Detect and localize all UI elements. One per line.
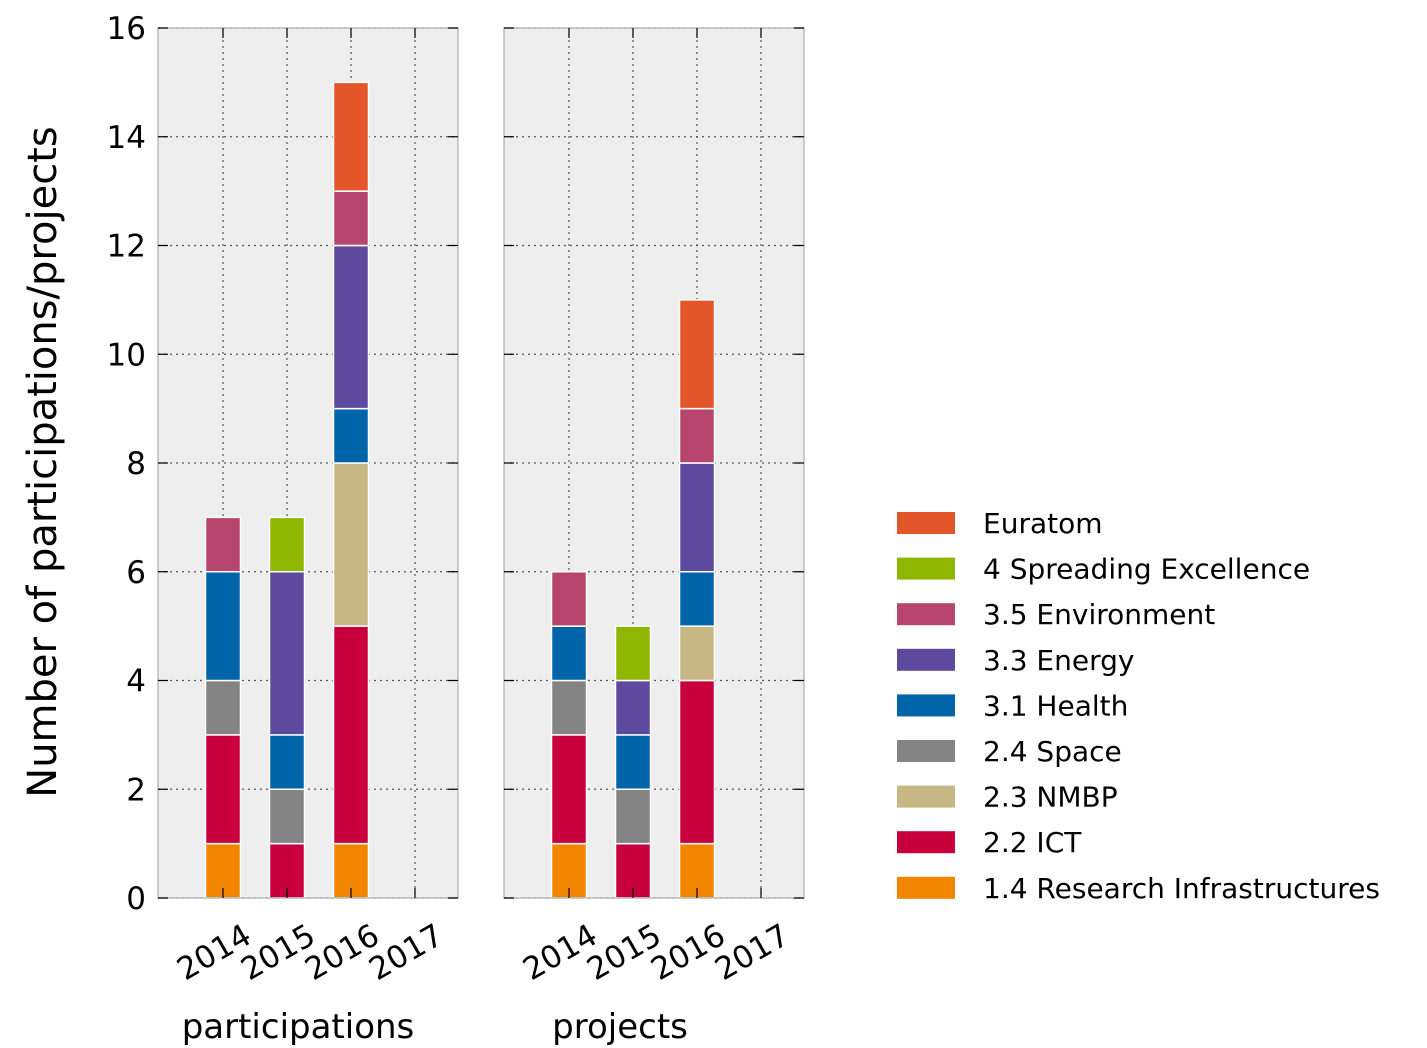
bar-segment-2014-6 [204, 516, 242, 573]
bar-segment-2015-7 [268, 516, 306, 573]
legend-swatch [897, 603, 955, 626]
x-axis-label-0: participations [182, 1007, 415, 1047]
legend-swatch [897, 831, 955, 854]
bar-segment-2015-3 [614, 788, 652, 845]
legend-label: 2.2 ICT [983, 826, 1082, 859]
bar-segment-2015-4 [268, 734, 306, 790]
x-axis-label-1: projects [552, 1007, 688, 1047]
legend: Euratom 4 Spreading Excellence 3.5 Environ… [897, 507, 1380, 905]
bar-segment-2016-6 [678, 407, 716, 464]
bar-segment-2016-2 [332, 462, 370, 627]
y-tick-label: 2 [126, 772, 146, 808]
y-tick-label: 10 [107, 337, 146, 373]
y-tick-label: 14 [107, 120, 146, 156]
y-tick-label: 8 [126, 446, 146, 482]
bar-segment-2015-4 [614, 734, 652, 790]
bar-segment-2016-4 [678, 571, 716, 627]
y-axis-label: Number of participations/projects [20, 126, 66, 797]
y-tick-label: 0 [126, 881, 146, 917]
bar-segment-2014-6 [550, 571, 588, 627]
bar-segment-2015-7 [614, 625, 652, 682]
bar-segment-2016-4 [332, 407, 370, 464]
bar-segment-2014-4 [204, 571, 242, 682]
y-tick-label: 6 [126, 555, 146, 591]
bar-segment-2016-6 [332, 190, 370, 247]
bar-segment-2014-4 [550, 625, 588, 682]
bar-segment-2014-1 [204, 734, 242, 845]
bar-segment-2014-3 [550, 679, 588, 736]
x-tick-label: 2017 [363, 917, 449, 988]
legend-label: 2.4 Space [983, 735, 1122, 768]
legend-swatch [897, 648, 955, 671]
legend-swatch [897, 694, 955, 717]
legend-swatch [897, 876, 955, 899]
bar-segment-2016-5 [678, 462, 716, 573]
legend-label: 4 Spreading Excellence [983, 553, 1310, 586]
bar-segment-2014-3 [204, 679, 242, 736]
y-tick-label: 16 [107, 11, 146, 47]
x-tick-label: 2017 [709, 917, 795, 988]
legend-swatch [897, 785, 955, 808]
legend-swatch [897, 740, 955, 762]
bar-segment-2016-2 [678, 625, 716, 682]
bar-segment-2016-1 [332, 625, 370, 845]
bar-segment-2015-5 [614, 679, 652, 736]
bar-segment-2015-5 [268, 571, 306, 736]
legend-swatch [897, 557, 955, 580]
legend-swatch [897, 512, 955, 534]
bar-segment-2014-1 [550, 734, 588, 845]
legend-label: 1.4 Research Infrastructures [983, 872, 1380, 905]
y-tick-label: 12 [107, 229, 146, 265]
legend-label: 3.1 Health [983, 689, 1128, 722]
bar-segment-2016-8 [332, 81, 370, 192]
bar-segment-2016-1 [678, 679, 716, 845]
bar-segment-2016-8 [678, 299, 716, 410]
legend-label: 3.5 Environment [983, 598, 1215, 631]
y-tick-label: 4 [126, 664, 146, 700]
legend-label: 3.3 Energy [983, 644, 1134, 677]
legend-label: 2.3 NMBP [983, 781, 1118, 814]
legend-label: Euratom [983, 507, 1103, 540]
bar-segment-2016-5 [332, 244, 370, 410]
bar-segment-2015-3 [268, 788, 306, 845]
panel-participations: 02468101214162014201520162017participati… [107, 11, 459, 1047]
